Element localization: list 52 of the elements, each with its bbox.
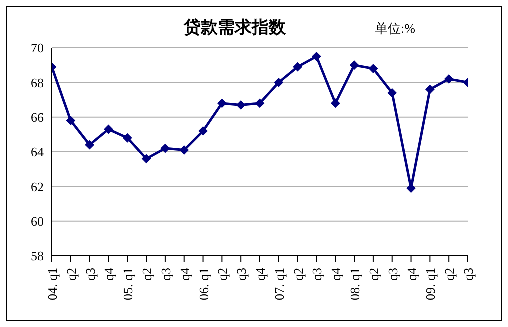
x-tick-label: q4 [253,268,268,281]
point [198,126,208,136]
x-tick-label: 06. q1 [196,268,212,300]
point [274,78,284,88]
text: 单位:% [375,20,416,38]
point [388,88,397,98]
x-tick-label: q2 [64,268,79,281]
point [123,134,132,143]
x-tick-label: q4 [102,268,117,281]
point [331,98,340,108]
x-tick-label: q3 [385,268,400,281]
point [180,146,189,155]
point [218,98,227,108]
x-tick-label: q2 [442,268,458,281]
point [368,64,378,74]
point [444,74,454,84]
y-tick-label: 62 [31,179,44,194]
x-tick-label: q3 [158,268,174,281]
point [160,144,170,154]
x-tick-label: q4 [177,268,192,281]
x-tick-label: q3 [310,268,325,281]
point [142,154,152,164]
x-tick-label: q3 [461,268,476,281]
x-tick-label: q3 [82,268,98,281]
point [236,100,246,110]
y-tick-label: 68 [31,75,44,90]
x-tick-label: 05. q1 [120,268,136,300]
x-tick-label: 09. q1 [423,268,438,300]
x-tick-label: 08. q1 [348,268,363,300]
y-tick-label: 66 [31,110,44,125]
point [293,62,302,72]
point [66,116,76,126]
x-tick-label: q4 [328,268,344,281]
point [426,85,435,94]
chart-title: 贷款需求指数 [184,18,286,37]
x-tick-label: q2 [290,268,306,281]
x-tick-label: q2 [140,268,155,281]
x-tick-label: 04. q1 [45,268,60,300]
x-tick-label: q3 [234,268,250,281]
y-tick-label: 58 [31,248,44,264]
point [350,60,360,70]
x-tick-label: q2 [366,268,382,281]
y-tick-label: 60 [31,214,44,229]
x-tick-label: q2 [215,268,230,281]
point [312,52,322,62]
y-tick-label: 64 [31,144,44,160]
point [104,124,114,134]
x-tick-label: 07. q1 [272,268,287,300]
point [85,140,94,150]
point [256,98,264,108]
y-tick-label: 70 [31,40,44,56]
x-tick-label: q4 [404,268,420,281]
